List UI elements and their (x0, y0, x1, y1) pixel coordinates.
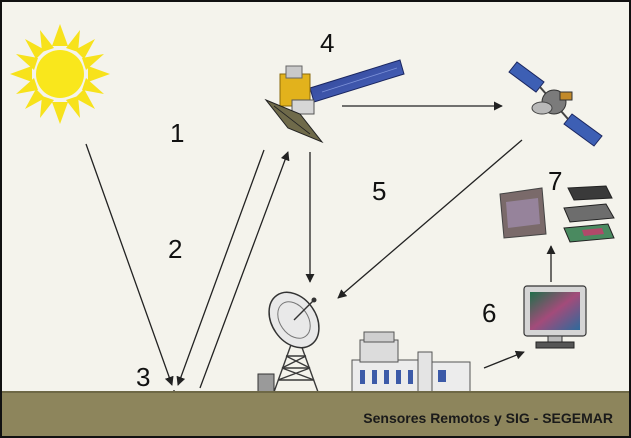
label-3: 3 (136, 362, 151, 392)
building-icon (351, 331, 471, 393)
label-7: 7 (548, 166, 563, 196)
relay-downlink-arrow (337, 139, 523, 299)
label-1: 1 (170, 118, 185, 148)
incoming-radiation-arrow (85, 143, 174, 386)
label-5: 5 (372, 176, 387, 206)
satellite-dish-icon (257, 291, 320, 393)
caption-text: Sensores Remotos y SIG - SEGEMAR (363, 410, 613, 426)
label-2: 2 (168, 234, 183, 264)
label-4: 4 (320, 28, 335, 58)
reflected-radiation-arrow-down (176, 149, 265, 386)
image-layers-icon (499, 185, 615, 243)
satellite-icon (264, 59, 405, 144)
label-6: 6 (482, 298, 497, 328)
relay-satellite-icon (508, 61, 603, 147)
ground-strip (2, 391, 629, 436)
sun-icon (10, 24, 110, 124)
station-to-computer-arrow (483, 350, 525, 369)
reflected-radiation-arrow-up (199, 151, 290, 389)
computer-monitor-icon (523, 285, 587, 349)
